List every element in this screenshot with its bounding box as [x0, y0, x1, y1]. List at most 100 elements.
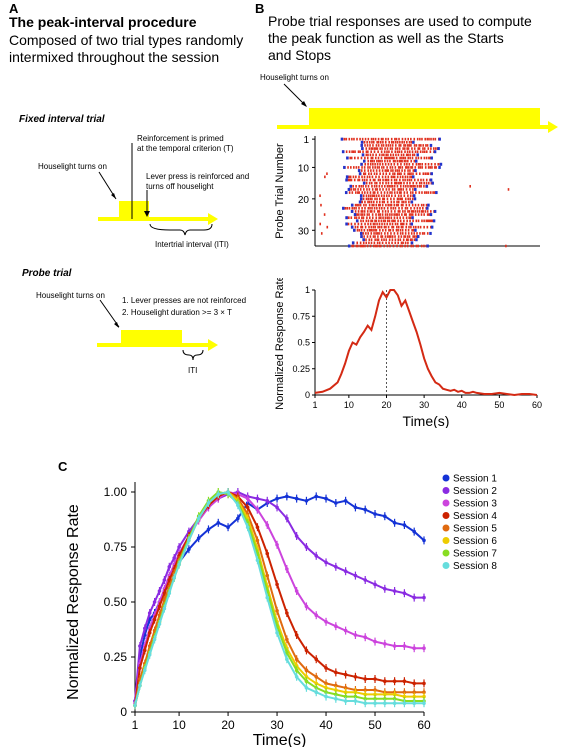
raster-response	[391, 238, 394, 242]
raster-response	[369, 244, 372, 248]
session-point	[167, 565, 172, 569]
raster-response	[370, 228, 373, 232]
raster-response	[380, 156, 383, 160]
raster-response	[428, 213, 430, 216]
session-point	[314, 690, 319, 694]
raster-response	[397, 153, 400, 157]
raster-response	[373, 191, 376, 194]
raster-response	[404, 197, 407, 201]
raster-response	[360, 169, 363, 172]
raster-response	[367, 222, 369, 226]
raster-response	[423, 150, 426, 154]
raster-response	[372, 166, 374, 169]
raster-response	[358, 213, 360, 216]
raster-start-marker	[360, 140, 364, 144]
raster-response	[403, 194, 406, 198]
raster-response	[393, 172, 396, 176]
raster-response	[409, 191, 412, 194]
session-point	[373, 582, 377, 587]
raster-response	[393, 184, 396, 188]
raster-y-tick-label: 20	[298, 195, 310, 206]
raster-response	[376, 238, 378, 242]
raster-response	[420, 144, 422, 147]
raster-stop-marker	[414, 228, 417, 232]
raster-response	[368, 228, 371, 232]
raster-response	[380, 235, 382, 238]
raster-response	[370, 169, 372, 172]
raster-start-marker	[359, 194, 363, 198]
session-point	[314, 554, 319, 558]
raster-response	[381, 166, 383, 169]
raster-response	[375, 181, 378, 185]
fixed-reinforcement-label-2: at the temporal criterion (T)	[137, 144, 234, 153]
raster-response	[424, 172, 427, 176]
raster-response	[389, 147, 392, 150]
raster-response	[381, 210, 384, 213]
raster-start-marker	[350, 203, 354, 207]
raster-response	[396, 216, 399, 220]
raster-response	[398, 144, 400, 147]
raster-response	[376, 159, 378, 163]
raster-response	[388, 172, 391, 176]
raster-response	[422, 210, 424, 213]
raster-response	[365, 197, 368, 201]
raster-response	[410, 172, 412, 176]
session-point	[383, 587, 387, 591]
raster-response	[359, 203, 362, 207]
raster-response	[362, 172, 365, 176]
raster-response	[421, 191, 423, 194]
raster-response	[426, 225, 429, 229]
raster-y-label: Probe Trial Number	[274, 143, 286, 239]
raster-start-marker	[360, 235, 363, 239]
raster-response	[366, 228, 369, 232]
raster-response	[413, 206, 416, 210]
raster-response	[366, 244, 369, 248]
raster-response	[351, 191, 354, 194]
raster-response	[397, 241, 400, 245]
session-point	[304, 604, 309, 609]
session-line	[134, 490, 424, 706]
raster-response	[400, 203, 403, 207]
fixed-houselight-block	[119, 201, 149, 219]
raster-response	[385, 137, 387, 141]
raster-response	[400, 194, 402, 198]
fixed-lever-label-2: turns off houselight	[146, 182, 214, 191]
raster-response	[373, 232, 375, 235]
session-point	[422, 681, 426, 686]
raster-response	[361, 175, 363, 179]
raster-response	[360, 219, 362, 223]
raster-response	[407, 235, 409, 238]
raster-response	[364, 244, 366, 248]
session-point	[343, 672, 348, 677]
session-point	[373, 688, 377, 692]
raster-response	[395, 137, 398, 141]
raster-response	[369, 144, 371, 147]
raster-response	[353, 206, 355, 210]
raster-response	[407, 228, 410, 232]
raster-response	[379, 203, 381, 207]
session-point	[334, 501, 338, 505]
raster-response	[425, 156, 428, 160]
raster-response	[399, 144, 402, 147]
raster-response	[414, 225, 417, 229]
raster-response	[409, 188, 411, 191]
raster-response	[375, 144, 378, 147]
session-point	[294, 657, 299, 661]
session-point	[334, 624, 338, 628]
session-point	[334, 683, 338, 688]
session-point	[402, 523, 407, 527]
session-point	[294, 668, 299, 672]
raster-response	[391, 166, 394, 169]
raster-response	[382, 140, 384, 144]
session-point	[373, 697, 377, 701]
raster-response	[374, 238, 376, 242]
raster-response	[411, 238, 413, 242]
raster-response	[401, 200, 403, 204]
raster-response	[415, 191, 417, 194]
fixed-iti-brace	[149, 223, 213, 236]
raster-response	[391, 225, 393, 229]
raster-response	[424, 166, 427, 169]
raster-response	[374, 225, 377, 229]
raster-response	[416, 150, 419, 154]
raster-response	[381, 175, 384, 179]
